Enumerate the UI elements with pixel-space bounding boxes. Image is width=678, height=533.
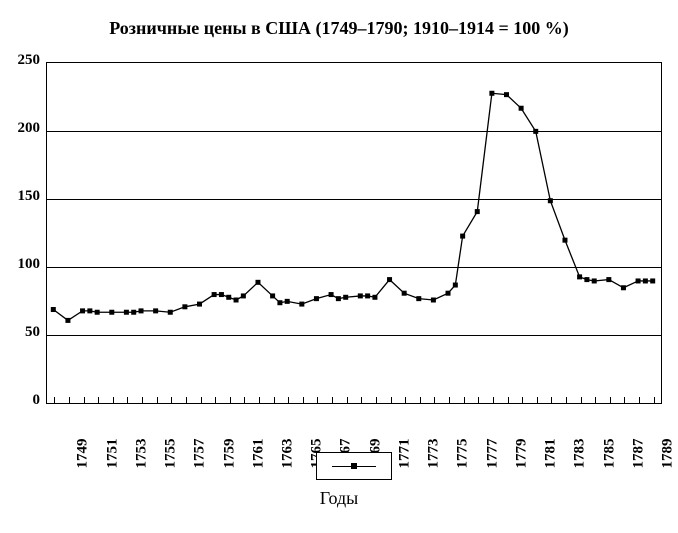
data-series [0, 0, 670, 412]
x-tick-label: 1785 [601, 439, 618, 469]
x-axis-label: Годы [0, 488, 678, 509]
y-tick-label: 0 [0, 392, 40, 409]
x-tick-label: 1775 [455, 439, 472, 469]
x-tick-label: 1773 [426, 439, 443, 469]
x-tick-label: 1771 [396, 439, 413, 469]
x-tick-label: 1759 [221, 439, 238, 469]
x-tick-label: 1779 [513, 439, 530, 469]
x-tick-label: 1753 [133, 439, 150, 469]
y-tick-label: 50 [0, 324, 40, 341]
x-tick-label: 1789 [660, 439, 677, 469]
x-tick-label: 1763 [279, 439, 296, 469]
x-tick-label: 1757 [192, 439, 209, 469]
x-tick-label: 1787 [630, 439, 647, 469]
y-tick-label: 150 [0, 188, 40, 205]
x-tick-label: 1777 [484, 439, 501, 469]
y-tick-label: 200 [0, 120, 40, 137]
y-tick-label: 250 [0, 52, 40, 69]
x-tick-label: 1761 [250, 439, 267, 469]
x-tick-label: 1781 [543, 439, 560, 469]
y-tick-label: 100 [0, 256, 40, 273]
x-tick-label: 1755 [163, 439, 180, 469]
legend [316, 452, 392, 480]
x-tick-label: 1751 [104, 439, 121, 469]
x-tick-label: 1749 [75, 439, 92, 469]
x-tick-label: 1783 [572, 439, 589, 469]
legend-marker-icon [332, 461, 376, 471]
